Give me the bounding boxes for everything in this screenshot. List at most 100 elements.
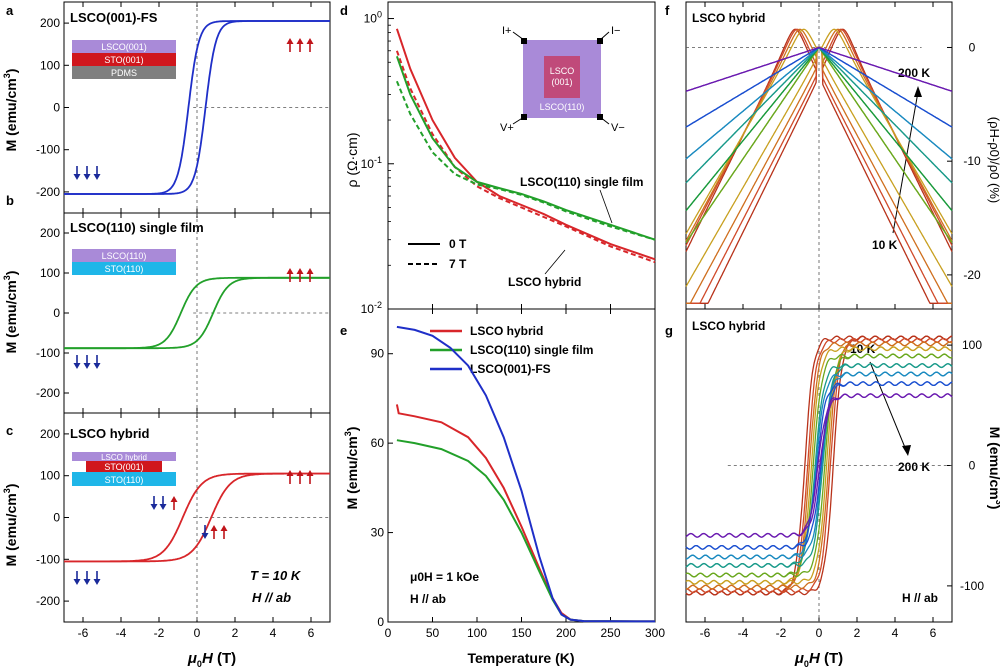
panel-letter-d: d [340, 3, 348, 18]
spin-up-arrow-head [286, 268, 294, 274]
c-temperature: T = 10 K [250, 568, 302, 583]
rho-curve-dashed [395, 50, 656, 264]
spin-down-arrow-head [73, 579, 81, 585]
y-tick-label-d: 100 [364, 10, 382, 26]
stack-c-sto110 [72, 472, 176, 486]
x-tick-label-g: 0 [816, 626, 823, 640]
y-tick-label-d: 10-2 [361, 300, 382, 316]
ylabel-d: ρ (Ω·cm) [344, 133, 360, 188]
d-inset-Vplus: V+ [500, 122, 514, 134]
spin-down-arrow-head [83, 363, 91, 369]
stack-a-sto [72, 53, 176, 66]
stack-a-sto-label: STO(001) [104, 55, 143, 65]
xlabel-e: Temperature (K) [467, 650, 574, 666]
title-c: LSCO hybrid [70, 426, 150, 441]
mh-curve [685, 381, 953, 550]
mh-curve [685, 363, 953, 568]
y-tick-label-b: -100 [36, 346, 60, 360]
panel-letter-c: c [6, 423, 13, 438]
d-inset-center [544, 56, 580, 98]
d-legend-dash-label: 7 T [449, 257, 467, 271]
stack-c-sto001-label: STO(001) [104, 462, 143, 472]
stack-c-hybrid-label: LSCO hybrid [101, 453, 147, 462]
stack-a-lsco-label: LSCO(001) [101, 42, 147, 52]
stack-b-sto-label: STO(110) [105, 264, 144, 274]
e-legend-single: LSCO(110) single film [470, 343, 593, 357]
y-tick-label-a: -100 [36, 143, 60, 157]
e-field-dir: H // ab [410, 592, 446, 606]
g-field-dir: H // ab [902, 591, 938, 605]
spin-down-arrow-head [83, 579, 91, 585]
y-tick-label-c: 0 [53, 511, 60, 525]
y-tick-label-b: 200 [40, 226, 60, 240]
g-arrowhead [902, 445, 911, 456]
d-inset-Iplus: I+ [502, 25, 511, 37]
y-tick-label-e: 90 [371, 347, 385, 361]
d-inset-wire-bl [512, 116, 525, 125]
spin-up-arrow-head [306, 470, 314, 476]
x-tick-label-c: 4 [270, 626, 277, 640]
y-tick-label-f: 0 [969, 40, 976, 54]
panel-letter-a: a [6, 3, 14, 18]
e-legend-hybrid: LSCO hybrid [470, 324, 543, 338]
ylabel-c: M (emu/cm3) [2, 484, 19, 567]
f-hi-T: 200 K [898, 66, 930, 80]
spin-up-arrow-head [220, 525, 228, 531]
y-tick-label-e: 30 [371, 526, 385, 540]
spin-up-arrow-head [286, 470, 294, 476]
x-tick-label-e: 100 [467, 626, 487, 640]
y-tick-label-d: 10-1 [361, 155, 382, 171]
d-inset-pad-tl [521, 38, 527, 44]
spin-down-arrow-head [150, 504, 158, 510]
y-tick-label-b: 100 [40, 266, 60, 280]
ylabel-a: M (emu/cm3) [2, 69, 19, 152]
spin-up-arrow-head [296, 470, 304, 476]
stack-a-pdms [72, 66, 176, 79]
y-tick-label-a: 100 [40, 58, 60, 72]
rho-curve-dashed [395, 80, 656, 241]
y-tick-label-c: 200 [40, 427, 60, 441]
d-inset-outer-label: LSCO(110) [540, 102, 585, 112]
stack-c-sto001 [86, 461, 162, 472]
stack-a-lsco [72, 40, 176, 53]
x-tick-label-c: 6 [308, 626, 315, 640]
g-arrow [869, 361, 907, 451]
spin-down-arrow-head [73, 174, 81, 180]
d-inset-wire-tl [512, 31, 525, 41]
x-tick-label-g: 4 [892, 626, 899, 640]
x-tick-label-g: -4 [738, 626, 749, 640]
x-tick-label-g: 6 [930, 626, 937, 640]
y-tick-label-f: -10 [963, 154, 981, 168]
mh-curve [685, 337, 953, 594]
stack-b-lsco-label: LSCO(110) [102, 251, 147, 261]
g-hi-T: 10 K [850, 342, 876, 356]
d-inset-center-l1: LSCO [550, 66, 575, 76]
stack-b-sto [72, 262, 176, 275]
d-label-single: LSCO(110) single film [520, 175, 643, 189]
spin-down-arrow-head [93, 363, 101, 369]
y-tick-label-a: -200 [36, 185, 60, 199]
title-b: LSCO(110) single film [70, 220, 204, 235]
ylabel-e: M (emu/cm3) [343, 427, 360, 510]
x-tick-label-c: -4 [116, 626, 127, 640]
d-inset-Vminus: V− [611, 122, 625, 134]
g-lo-T: 200 K [898, 460, 930, 474]
plot-frame-d [387, 1, 656, 310]
d-inset-Iminus: I− [611, 25, 620, 37]
d-label-hybrid: LSCO hybrid [508, 275, 581, 289]
col1-static: a b c M (emu/cm3) M (emu/cm3) M (emu/cm3… [2, 3, 302, 669]
loop-branch-down-a [64, 20, 330, 195]
x-tick-label-g: -6 [700, 626, 711, 640]
y-tick-label-g: -100 [960, 579, 984, 593]
y-tick-label-e: 0 [377, 615, 384, 629]
stack-c-sto110-label: STO(110) [105, 475, 144, 485]
ylabel-f: (ρH-ρ0)/ρ0 (%) [987, 117, 1000, 203]
mt-curve [395, 404, 656, 623]
x-tick-label-g: -2 [776, 626, 787, 640]
panel-letter-e: e [340, 323, 347, 338]
xlabel-c: μ0H (T) [187, 650, 236, 669]
x-tick-label-e: 300 [645, 626, 665, 640]
y-tick-label-e: 60 [371, 436, 385, 450]
title-a: LSCO(001)-FS [70, 10, 158, 25]
